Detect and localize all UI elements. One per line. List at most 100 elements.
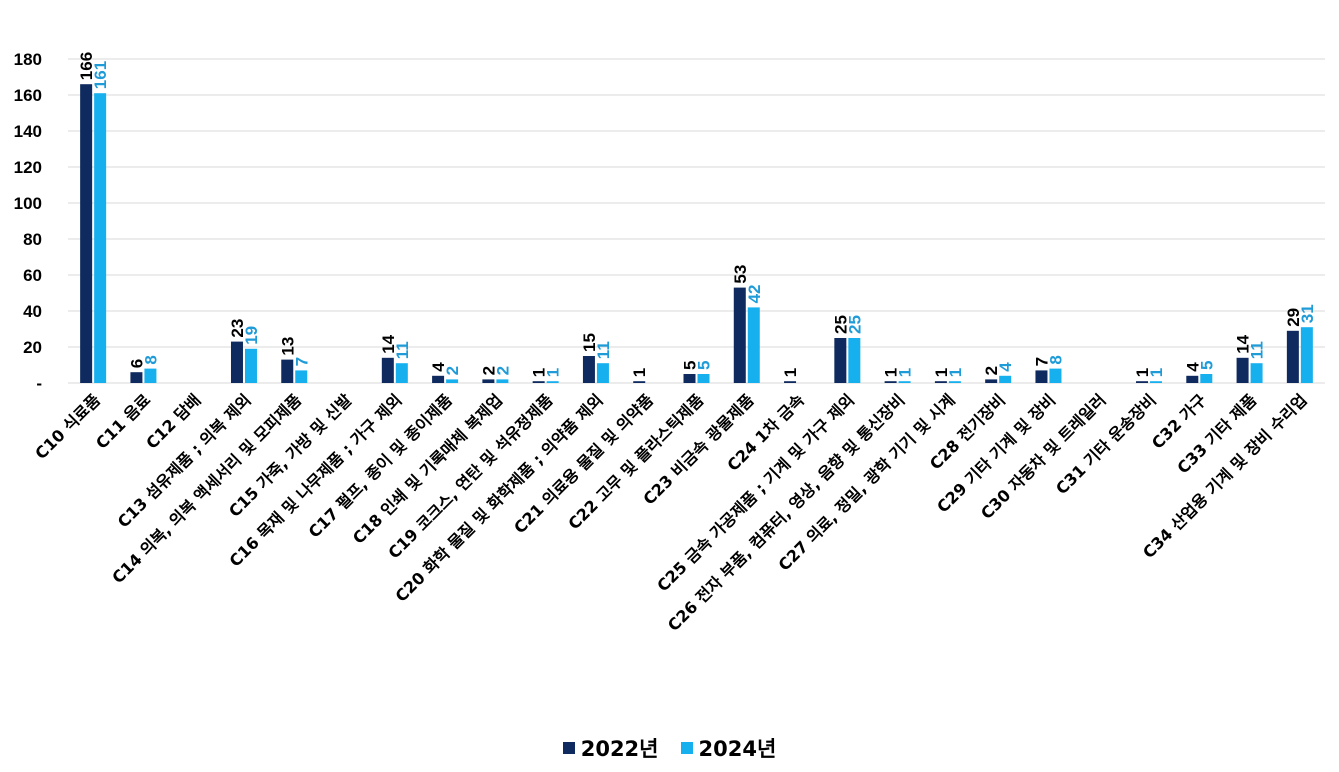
data-label-2024: 7	[292, 357, 311, 366]
bar-2024	[496, 379, 509, 383]
bar-2022	[1035, 370, 1048, 383]
bar-2024	[94, 93, 107, 383]
bar-2022	[1136, 381, 1149, 383]
bar-2022	[432, 375, 445, 383]
bar-2022	[80, 84, 93, 383]
bar-2022	[683, 374, 696, 383]
bar-2024	[747, 307, 760, 383]
data-label-2022: 1	[882, 368, 901, 377]
legend-item-2022: 2022년	[562, 733, 659, 763]
y-tick-label: 140	[14, 122, 42, 141]
data-label-2024: 1	[544, 368, 563, 377]
data-label-2022: 15	[580, 333, 599, 352]
data-label-2024: 8	[141, 355, 160, 364]
bar-2022	[230, 341, 243, 383]
data-label-2022: 14	[379, 334, 398, 353]
bar-2024	[1300, 327, 1313, 383]
bar-2022	[281, 359, 294, 383]
bar-2022	[884, 381, 897, 383]
data-label-2024: 31	[1298, 304, 1317, 323]
data-label-2022: 4	[429, 362, 448, 372]
data-label-2024: 2	[443, 366, 462, 375]
bar-2022	[633, 381, 646, 383]
y-tick-label: -	[36, 374, 42, 393]
legend-swatch-2024	[680, 742, 693, 754]
bar-2022	[130, 372, 143, 383]
y-tick-label: 120	[14, 158, 42, 177]
bar-2024	[596, 363, 609, 383]
data-label-2024: 11	[594, 341, 613, 359]
data-label-2024: 2	[493, 366, 512, 375]
gridlines	[68, 58, 1325, 384]
bar-2024	[295, 370, 308, 383]
bar-2022	[1186, 375, 1199, 383]
legend-label-2024: 2024년	[698, 737, 777, 761]
bar-2024	[898, 381, 911, 383]
data-label-2022: 7	[1032, 357, 1051, 366]
data-label-2022: 1	[781, 368, 800, 377]
data-label-2022: 29	[1284, 308, 1303, 327]
bar-2024	[244, 348, 257, 383]
data-label-2024: 11	[1248, 341, 1267, 359]
y-tick-label: 160	[14, 86, 42, 105]
bar-2024	[1049, 368, 1062, 383]
data-label-2024: 4	[996, 362, 1015, 372]
bar-2022	[834, 338, 847, 383]
bar-2022	[381, 357, 394, 383]
legend-swatch-2022	[562, 742, 575, 754]
bars	[80, 84, 1313, 383]
data-label-2022: 1	[630, 368, 649, 377]
y-tick-label: 60	[23, 266, 42, 285]
data-label-2024: 11	[393, 341, 412, 359]
legend-label-2022: 2022년	[580, 737, 659, 761]
bar-2022	[1236, 357, 1249, 383]
bar-2022	[733, 287, 746, 383]
data-label-2024: 161	[91, 61, 110, 89]
data-label-2024: 8	[1046, 355, 1065, 364]
data-label-2024: 5	[1197, 361, 1216, 370]
data-label-2022: 14	[1234, 334, 1253, 353]
x-tick-label: C26 전자 부품, 컴퓨터, 영상, 음향 및 통신장비	[664, 390, 908, 634]
data-label-2022: 1	[530, 368, 549, 377]
legend: 2022년 2024년	[0, 733, 1339, 763]
y-tick-label: 180	[14, 50, 42, 69]
bar-2024	[1250, 363, 1263, 383]
bar-2022	[784, 381, 797, 383]
data-label-2024: 25	[845, 315, 864, 334]
bar-2022	[934, 381, 947, 383]
data-label-2022: 25	[831, 315, 850, 334]
bar-2024	[1150, 381, 1163, 383]
data-label-2022: 6	[127, 359, 146, 368]
bar-2024	[697, 374, 710, 383]
data-label-2024: 1	[946, 368, 965, 377]
bar-2024	[848, 338, 861, 383]
bar-2022	[985, 379, 998, 383]
data-label-2022: 166	[77, 52, 96, 80]
data-label-2024: 19	[242, 326, 261, 345]
bar-2024	[144, 368, 157, 383]
data-label-2022: 2	[479, 366, 498, 375]
bar-2024	[546, 381, 559, 383]
data-label-2024: 42	[745, 284, 764, 303]
y-tick-label: 20	[23, 338, 42, 357]
y-axis: - 20 40 60 80 100 120 140 160 180	[14, 50, 42, 393]
bar-2022	[482, 379, 495, 383]
bar-2024	[1200, 374, 1213, 383]
data-label-2024: 1	[896, 368, 915, 377]
bar-2024	[948, 381, 961, 383]
bar-2022	[1286, 330, 1299, 383]
data-label-2022: 2	[982, 366, 1001, 375]
bar-2022	[582, 356, 595, 383]
bar-2024	[999, 375, 1012, 383]
y-tick-label: 100	[14, 194, 42, 213]
data-label-2024: 1	[1147, 368, 1166, 377]
bar-2024	[395, 363, 408, 383]
data-label-2024: 5	[695, 361, 714, 370]
data-label-2022: 53	[731, 265, 750, 284]
x-tick-label: C10 식료품	[31, 390, 104, 463]
y-tick-label: 80	[23, 230, 42, 249]
y-tick-label: 40	[23, 302, 42, 321]
data-label-2022: 4	[1183, 362, 1202, 372]
data-label-2022: 13	[278, 337, 297, 356]
